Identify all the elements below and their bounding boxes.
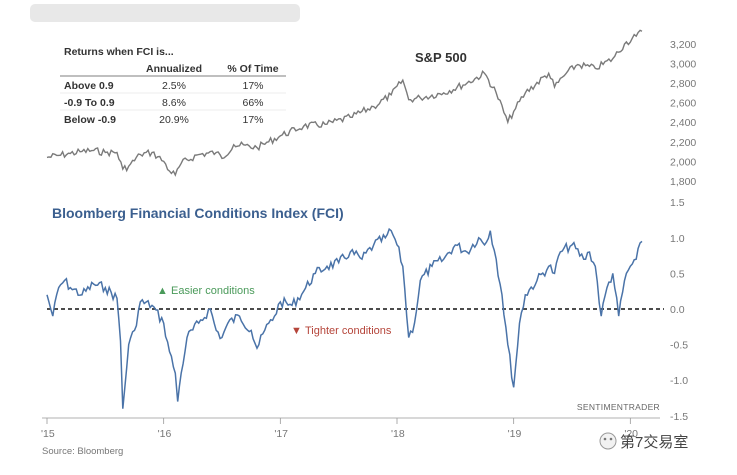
sp500-y-tick-label: 1,800 bbox=[670, 176, 696, 188]
table-cell-annualized-mid: 8.6% bbox=[162, 97, 186, 109]
table-cell-annualized-below: 20.9% bbox=[159, 114, 189, 126]
x-tick-label: '15 bbox=[41, 428, 55, 440]
sp500-y-tick-label: 2,400 bbox=[670, 117, 696, 129]
down-triangle-icon: ▼ bbox=[291, 325, 302, 337]
table-title: Returns when FCI is... bbox=[64, 46, 174, 58]
annotation-tighter: ▼ Tighter conditions bbox=[291, 325, 392, 337]
x-tick-label: '19 bbox=[508, 428, 522, 440]
up-triangle-icon: ▲ bbox=[157, 285, 168, 297]
sp500-y-tick-label: 3,200 bbox=[670, 39, 696, 51]
table-cell-pct-above: 17% bbox=[242, 80, 263, 92]
fci-y-tick-label: 0.0 bbox=[670, 304, 685, 316]
x-tick-label: '17 bbox=[274, 428, 288, 440]
x-tick-label: '16 bbox=[158, 428, 172, 440]
blurred-header bbox=[30, 4, 300, 22]
wechat-icon-eye bbox=[603, 437, 607, 441]
source-label: Source: Bloomberg bbox=[42, 446, 123, 457]
fci-y-axis: 1.5 1.0 0.5 0.0 -0.5 -1.0 -1.5 bbox=[670, 197, 688, 423]
fci-series-line bbox=[46, 227, 643, 409]
fci-y-tick-label: -1.5 bbox=[670, 411, 688, 423]
table-cell-pct-below: 17% bbox=[242, 114, 263, 126]
x-tick-label: '18 bbox=[391, 428, 405, 440]
table-cell-pct-mid: 66% bbox=[242, 97, 263, 109]
sp500-y-tick-label: 2,000 bbox=[670, 156, 696, 168]
fci-y-tick-label: -1.0 bbox=[670, 375, 688, 387]
fci-y-tick-label: 0.5 bbox=[670, 268, 685, 280]
returns-table: Returns when FCI is... Annualized % Of T… bbox=[60, 46, 286, 126]
table-header-pct-time: % Of Time bbox=[227, 63, 278, 75]
table-row-label-mid: -0.9 To 0.9 bbox=[64, 97, 115, 109]
sp500-series-line bbox=[46, 29, 643, 177]
table-cell-annualized-above: 2.5% bbox=[162, 80, 186, 92]
table-header-annualized: Annualized bbox=[146, 63, 202, 75]
x-tick-label: '20 bbox=[624, 428, 638, 440]
tighter-conditions-label: Tighter conditions bbox=[305, 325, 392, 337]
sp500-y-tick-label: 2,800 bbox=[670, 78, 696, 90]
table-row-label-below: Below -0.9 bbox=[64, 114, 116, 126]
x-axis: '15 '16 '17 '18 '19 '20 bbox=[41, 417, 660, 440]
table-row-label-above: Above 0.9 bbox=[64, 80, 114, 92]
sp500-y-tick-label: 3,000 bbox=[670, 59, 696, 71]
sentimentrader-watermark: SENTIMENTRADER bbox=[577, 402, 660, 412]
fci-y-tick-label: 1.0 bbox=[670, 233, 685, 245]
sp500-y-axis: 3,200 3,000 2,800 2,600 2,400 2,200 2,000 1,800 bbox=[670, 39, 696, 188]
fci-y-tick-label: -0.5 bbox=[670, 340, 688, 352]
wechat-icon-eye bbox=[609, 437, 613, 441]
sp500-y-tick-label: 2,600 bbox=[670, 98, 696, 110]
annotation-easier: ▲ Easier conditions bbox=[157, 285, 255, 297]
fci-title: Bloomberg Financial Conditions Index (FC… bbox=[52, 205, 344, 221]
wechat-account-label: 第7交易室 bbox=[620, 433, 688, 451]
wechat-badge: 第7交易室 bbox=[599, 432, 688, 451]
fci-y-tick-label: 1.5 bbox=[670, 197, 685, 209]
sp500-y-tick-label: 2,200 bbox=[670, 137, 696, 149]
sp500-title: S&P 500 bbox=[415, 50, 467, 65]
easier-conditions-label: Easier conditions bbox=[171, 285, 255, 297]
wechat-icon bbox=[599, 432, 617, 450]
